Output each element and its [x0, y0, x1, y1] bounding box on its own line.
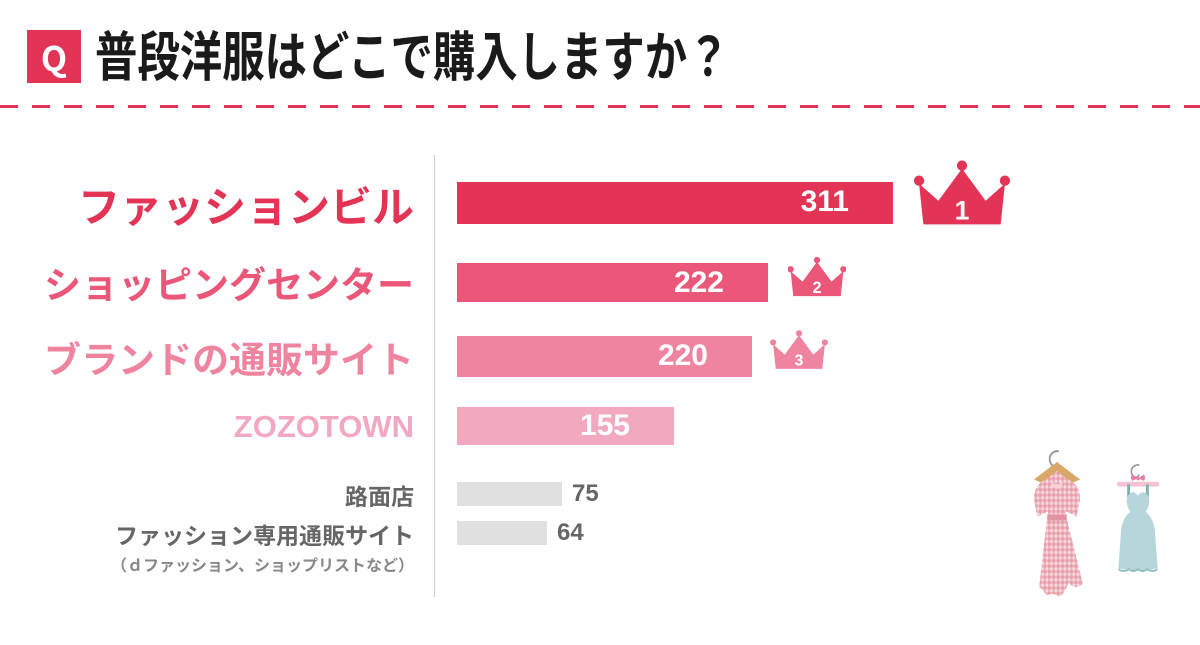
svg-text:1: 1	[955, 195, 970, 225]
svg-text:2: 2	[812, 279, 821, 297]
svg-text:3: 3	[795, 352, 804, 370]
